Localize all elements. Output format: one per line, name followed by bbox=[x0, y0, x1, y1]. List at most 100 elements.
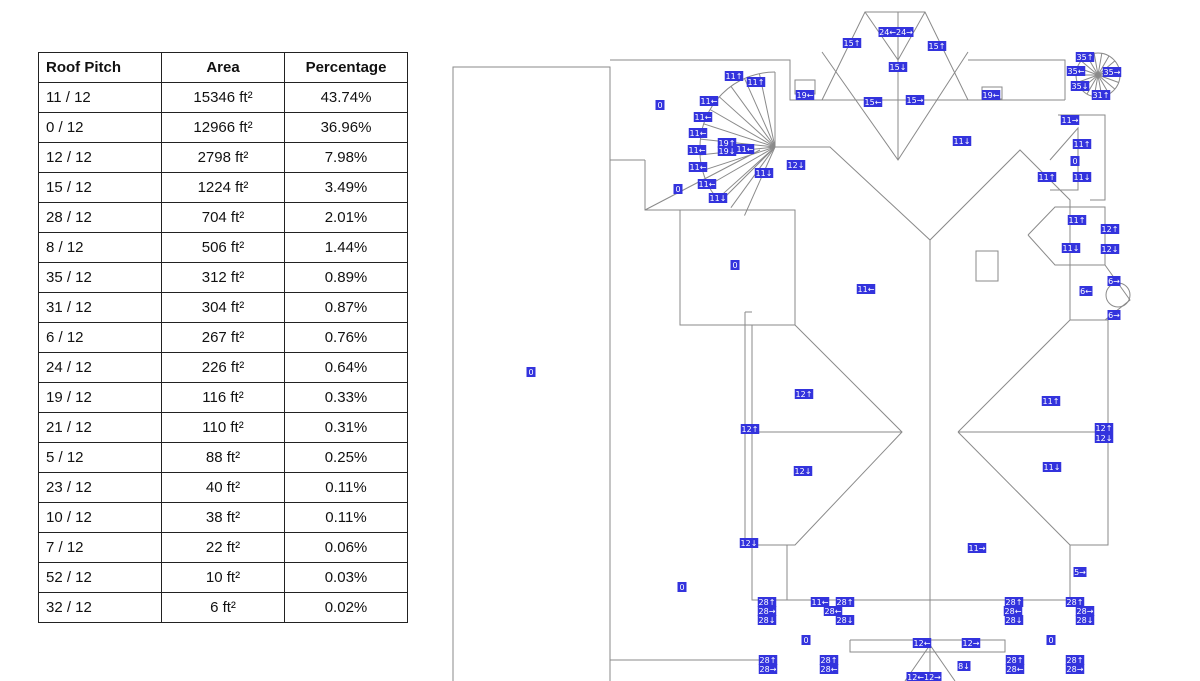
pitch-label-text: 15↓ bbox=[890, 63, 907, 72]
pitch-label-text: 0 bbox=[679, 583, 684, 592]
pitch-label: 28→ bbox=[757, 606, 777, 616]
pitch-label: 11← bbox=[688, 128, 708, 138]
pitch-label: 12↓ bbox=[739, 538, 759, 548]
table-row: 31 / 12 304 ft² 0.87% bbox=[38, 292, 408, 323]
pitch-label-text: 28→ bbox=[760, 665, 777, 674]
pitch-label-text: 11← bbox=[699, 180, 716, 189]
pitch-cell: 28 / 12 bbox=[38, 202, 162, 233]
pitch-label-text: 12↓ bbox=[1096, 434, 1113, 443]
pitch-label-text: 28↓ bbox=[759, 616, 776, 625]
pitch-label-text: 6→ bbox=[1108, 311, 1120, 320]
pitch-label-text: 11↑ bbox=[726, 72, 743, 81]
table-row: 23 / 12 40 ft² 0.11% bbox=[38, 472, 408, 503]
pitch-label-text: 28↑ bbox=[759, 598, 776, 607]
area-cell: 506 ft² bbox=[161, 232, 285, 263]
table-row: 8 / 12 506 ft² 1.44% bbox=[38, 232, 408, 263]
pitch-label-text: 12←12→ bbox=[907, 673, 941, 681]
pitch-label-text: 11↑ bbox=[748, 78, 765, 87]
pitch-cell: 6 / 12 bbox=[38, 322, 162, 353]
pitch-label: 19← bbox=[795, 90, 815, 100]
pitch-label: 0 bbox=[673, 184, 683, 194]
pitch-label-text: 5→ bbox=[1074, 568, 1086, 577]
area-cell: 40 ft² bbox=[161, 472, 285, 503]
roof-pitch-table: Roof Pitch Area Percentage 11 / 12 15346 … bbox=[38, 52, 408, 623]
pitch-label-text: 0 bbox=[675, 185, 680, 194]
pitch-label-text: 11↓ bbox=[1044, 463, 1061, 472]
percentage-cell: 7.98% bbox=[284, 142, 408, 173]
pitch-label-text: 24←24→ bbox=[879, 28, 913, 37]
percentage-cell: 43.74% bbox=[284, 82, 408, 113]
pitch-label: 28↓ bbox=[1004, 615, 1024, 625]
table-row: 10 / 12 38 ft² 0.11% bbox=[38, 502, 408, 533]
pitch-label: 6← bbox=[1079, 286, 1093, 296]
pitch-label: 11↓ bbox=[708, 193, 728, 203]
pitch-label: 11← bbox=[810, 597, 830, 607]
pitch-label: 0 bbox=[677, 582, 687, 592]
pitch-label-text: 11← bbox=[737, 145, 754, 154]
pitch-label: 11← bbox=[693, 112, 713, 122]
pitch-label: 12→ bbox=[961, 638, 981, 648]
pitch-label: 0 bbox=[1070, 156, 1080, 166]
area-cell: 12966 ft² bbox=[161, 112, 285, 143]
pitch-label: 12←12→ bbox=[906, 672, 942, 681]
pitch-cell: 5 / 12 bbox=[38, 442, 162, 473]
pitch-label: 11← bbox=[697, 179, 717, 189]
table-row: 52 / 12 10 ft² 0.03% bbox=[38, 562, 408, 593]
pitch-label-text: 28↓ bbox=[837, 616, 854, 625]
pitch-label-text: 28↑ bbox=[1007, 656, 1024, 665]
pitch-label-text: 15↑ bbox=[844, 39, 861, 48]
pitch-label-text: 12↓ bbox=[741, 539, 758, 548]
percentage-cell: 36.96% bbox=[284, 112, 408, 143]
pitch-label: 28↓ bbox=[1075, 615, 1095, 625]
pitch-label: 35→ bbox=[1102, 67, 1122, 77]
pitch-label: 0 bbox=[801, 635, 811, 645]
percentage-cell: 0.06% bbox=[284, 532, 408, 563]
area-cell: 22 ft² bbox=[161, 532, 285, 563]
pitch-label-text: 35← bbox=[1068, 67, 1085, 76]
pitch-label: 8↓ bbox=[957, 661, 971, 671]
pitch-label: 11↑ bbox=[724, 71, 744, 81]
pitch-label: 11← bbox=[699, 96, 719, 106]
pitch-label-text: 11← bbox=[689, 146, 706, 155]
column-header-area: Area bbox=[161, 52, 285, 83]
pitch-label-text: 0 bbox=[1072, 157, 1077, 166]
pitch-label-text: 11↑ bbox=[1039, 173, 1056, 182]
pitch-label-text: 11← bbox=[695, 113, 712, 122]
pitch-label-text: 35↓ bbox=[1072, 82, 1089, 91]
pitch-cell: 0 / 12 bbox=[38, 112, 162, 143]
pitch-label: 11→ bbox=[967, 543, 987, 553]
pitch-label: 35↓ bbox=[1070, 81, 1090, 91]
pitch-label: 28← bbox=[823, 606, 843, 616]
pitch-label-text: 15↑ bbox=[929, 42, 946, 51]
pitch-label-text: 28← bbox=[1007, 665, 1024, 674]
percentage-cell: 0.87% bbox=[284, 292, 408, 323]
percentage-cell: 0.89% bbox=[284, 262, 408, 293]
table-body: 11 / 12 15346 ft² 43.74% 0 / 12 12966 ft² 36.… bbox=[38, 82, 408, 623]
pitch-label-text: 28→ bbox=[1067, 665, 1084, 674]
pitch-label: 28← bbox=[1005, 664, 1025, 674]
pitch-label: 0 bbox=[655, 100, 665, 110]
pitch-label-text: 8↓ bbox=[958, 662, 970, 671]
percentage-cell: 3.49% bbox=[284, 172, 408, 203]
pitch-label-text: 28↓ bbox=[1077, 616, 1094, 625]
pitch-label: 24←24→ bbox=[878, 27, 914, 37]
pitch-label: 11↑ bbox=[1041, 396, 1061, 406]
pitch-label: 28↑ bbox=[758, 655, 778, 665]
pitch-label-text: 15→ bbox=[907, 96, 924, 105]
pitch-label: 19↓ bbox=[717, 146, 737, 156]
percentage-cell: 0.11% bbox=[284, 502, 408, 533]
pitch-label-text: 0 bbox=[528, 368, 533, 377]
pitch-label: 28↓ bbox=[757, 615, 777, 625]
pitch-label: 6→ bbox=[1107, 310, 1121, 320]
pitch-label-text: 28↓ bbox=[1006, 616, 1023, 625]
pitch-label: 19← bbox=[981, 90, 1001, 100]
pitch-label-text: 6→ bbox=[1108, 277, 1120, 286]
pitch-label-text: 28↑ bbox=[1067, 656, 1084, 665]
pitch-cell: 52 / 12 bbox=[38, 562, 162, 593]
pitch-label-text: 11→ bbox=[1062, 116, 1079, 125]
pitch-label-text: 11← bbox=[812, 598, 829, 607]
pitch-cell: 31 / 12 bbox=[38, 292, 162, 323]
pitch-label: 31↑ bbox=[1091, 90, 1111, 100]
pitch-cell: 32 / 12 bbox=[38, 592, 162, 623]
